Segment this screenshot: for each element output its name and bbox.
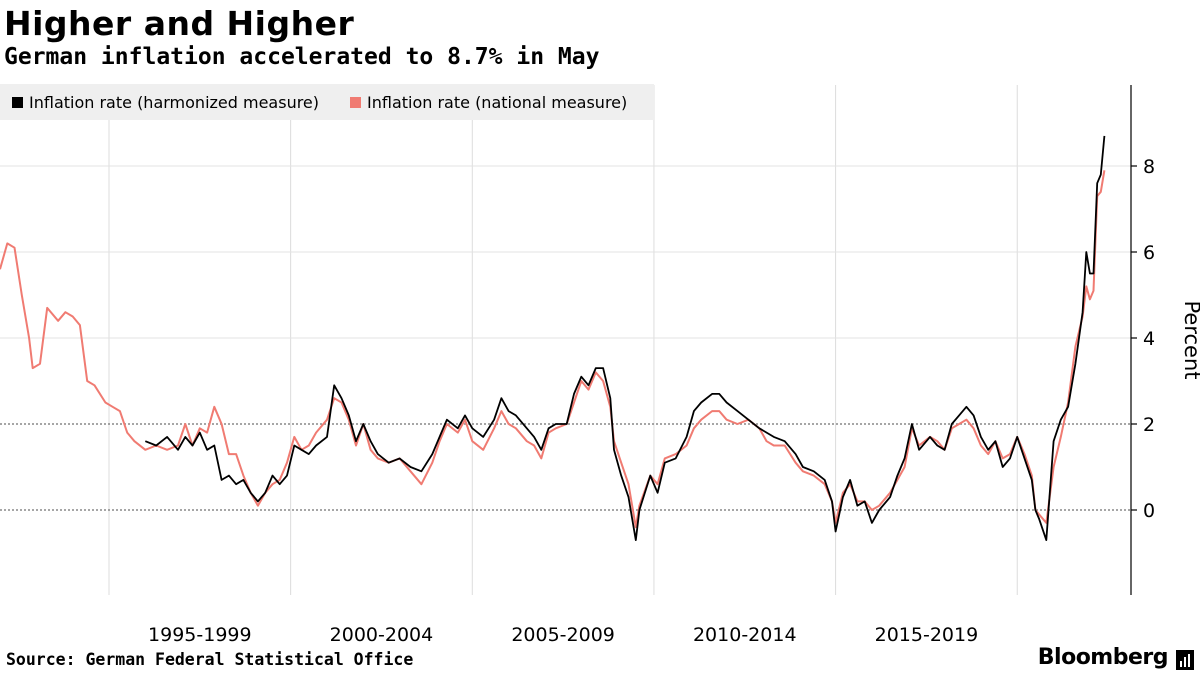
y-axis-label: Percent bbox=[1180, 300, 1200, 379]
x-tick-label-1: 2000-2004 bbox=[330, 624, 434, 646]
y-tick-label-2: 2 bbox=[1143, 414, 1155, 436]
brand-logo: Bloomberg bbox=[1037, 645, 1169, 670]
x-tick-label-3: 2010-2014 bbox=[693, 624, 797, 646]
legend-label-harmonized: Inflation rate (harmonized measure) bbox=[29, 92, 320, 112]
legend-item-national: Inflation rate (national measure) bbox=[350, 84, 627, 120]
y-tick-label-6: 6 bbox=[1143, 242, 1155, 264]
chart-subtitle: German inflation accelerated to 8.7% in … bbox=[4, 44, 600, 70]
chart-title: Higher and Higher bbox=[4, 4, 355, 43]
legend-swatch-national bbox=[350, 96, 361, 108]
x-tick-label-4: 2015-2019 bbox=[875, 624, 979, 646]
series-line-national bbox=[0, 170, 1106, 529]
legend-item-harmonized: Inflation rate (harmonized measure) bbox=[12, 84, 319, 120]
bars-icon bbox=[1176, 650, 1194, 670]
legend: Inflation rate (harmonized measure) Infl… bbox=[0, 84, 654, 120]
x-tick-label-0: 1995-1999 bbox=[148, 624, 252, 646]
legend-swatch-harmonized bbox=[12, 96, 23, 108]
legend-label-national: Inflation rate (national measure) bbox=[367, 92, 628, 112]
y-tick-label-8: 8 bbox=[1143, 156, 1155, 178]
series-line-harmonized bbox=[144, 135, 1106, 541]
y-tick-label-0: 0 bbox=[1143, 500, 1155, 522]
y-tick-label-4: 4 bbox=[1143, 328, 1155, 350]
source-note: Source: German Federal Statistical Offic… bbox=[6, 650, 414, 669]
x-tick-label-2: 2005-2009 bbox=[511, 624, 615, 646]
